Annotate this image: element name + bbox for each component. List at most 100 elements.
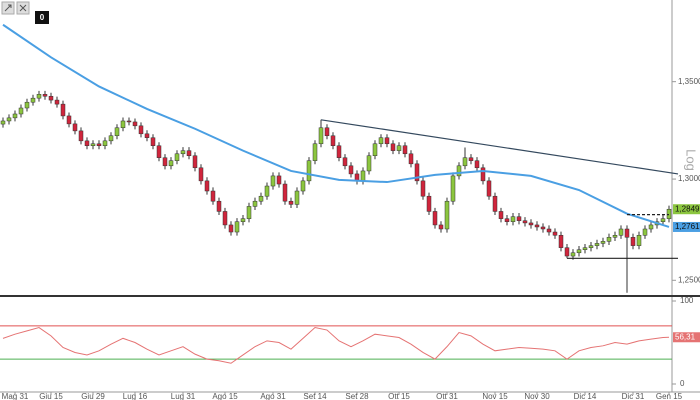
candles: [0, 90, 672, 293]
candle-body: [384, 137, 390, 145]
candle-body: [516, 216, 522, 221]
candle-body: [624, 228, 630, 238]
candle-body: [228, 224, 234, 233]
tool-icon: [19, 4, 27, 12]
candle-body: [450, 175, 456, 202]
candle-body: [162, 157, 168, 167]
candle-body: [630, 237, 636, 246]
candle-body: [198, 167, 204, 182]
toolbar: 0: [1, 1, 49, 24]
candle-body: [408, 153, 414, 165]
candle-body: [612, 235, 618, 238]
candle-body: [522, 220, 528, 224]
candle-body: [534, 224, 540, 228]
x-tick-label: Gen 15: [656, 392, 683, 400]
candle-body: [24, 101, 30, 109]
counter-box: [35, 11, 49, 24]
candle-body: [270, 175, 276, 187]
candle-body: [246, 206, 252, 219]
candle-body: [282, 183, 288, 202]
candle-body: [540, 226, 546, 230]
candle-body: [108, 135, 114, 142]
candle-body: [120, 120, 126, 129]
candle-body: [84, 140, 90, 146]
candle-body: [312, 143, 318, 161]
x-tick-label: Ago 15: [212, 392, 238, 400]
candle-body: [582, 247, 588, 250]
candle-body: [324, 127, 330, 137]
candle-body: [480, 167, 486, 182]
candle-body: [96, 143, 102, 146]
candle-body: [30, 97, 36, 103]
candle-body: [552, 231, 558, 236]
candle-body: [468, 157, 474, 161]
candle-body: [390, 143, 396, 151]
x-tick-label: Giu 15: [39, 392, 63, 400]
candle-body: [72, 123, 78, 132]
candle-body: [258, 195, 264, 202]
y-tick-label: 1,2500: [678, 275, 700, 284]
candle-body: [414, 163, 420, 182]
x-tick-label: Set 28: [345, 392, 369, 400]
candle-body: [276, 175, 282, 185]
candle-body: [642, 228, 648, 236]
candle-body: [504, 218, 510, 222]
candle-body: [54, 99, 60, 105]
candle-body: [114, 127, 120, 137]
candle-body: [636, 235, 642, 246]
candle-body: [156, 145, 162, 158]
candle-body: [318, 127, 324, 145]
candle-body: [462, 157, 468, 167]
candle-body: [618, 228, 624, 236]
candle-body: [36, 94, 42, 99]
scale-label: Log: [684, 149, 699, 171]
candle-body: [126, 120, 132, 123]
counter: 0: [40, 13, 45, 22]
candle-body: [348, 165, 354, 175]
candle-body: [234, 221, 240, 233]
candle-body: [204, 180, 210, 192]
candle-body: [648, 224, 654, 230]
candle-body: [342, 157, 348, 167]
rsi-value-box: [673, 332, 700, 343]
x-tick-label: Nov 30: [524, 392, 550, 400]
candle-body: [210, 190, 216, 202]
candle-body: [510, 216, 516, 222]
candle-body: [192, 155, 198, 169]
candle-body: [300, 180, 306, 192]
rsi-y-tick-label: 100: [680, 296, 694, 305]
candle-body: [378, 137, 384, 145]
candle-body: [138, 125, 144, 135]
candle-body: [546, 228, 552, 233]
x-tick-label: Ago 31: [260, 392, 286, 400]
candle-body: [486, 180, 492, 197]
candle-body: [264, 185, 270, 197]
candle-body: [216, 200, 222, 212]
x-tick-label: Dic 14: [574, 392, 597, 400]
candle-body: [66, 115, 72, 125]
candle-body: [570, 252, 576, 257]
candle-body: [42, 94, 48, 97]
x-tick-label: Set 14: [303, 392, 327, 400]
candle-body: [12, 113, 18, 119]
candle-body: [330, 135, 336, 146]
y-tick-label: 1,3500: [678, 77, 700, 86]
candle-body: [420, 180, 426, 197]
candle-body: [558, 235, 564, 248]
candle-body: [432, 211, 438, 226]
candle-body: [6, 117, 12, 122]
candle-body: [60, 103, 66, 117]
candle-body: [606, 237, 612, 242]
candle-body: [474, 160, 480, 169]
candle-body: [666, 208, 672, 219]
x-tick-label: Nov 15: [482, 392, 508, 400]
candle-body: [594, 243, 600, 246]
candle-body: [426, 195, 432, 212]
x-tick-label: Giu 29: [81, 392, 105, 400]
candle-body: [48, 95, 54, 101]
moving-average: [2, 23, 670, 228]
candle-body: [18, 107, 24, 115]
rsi-line: [2, 327, 670, 364]
